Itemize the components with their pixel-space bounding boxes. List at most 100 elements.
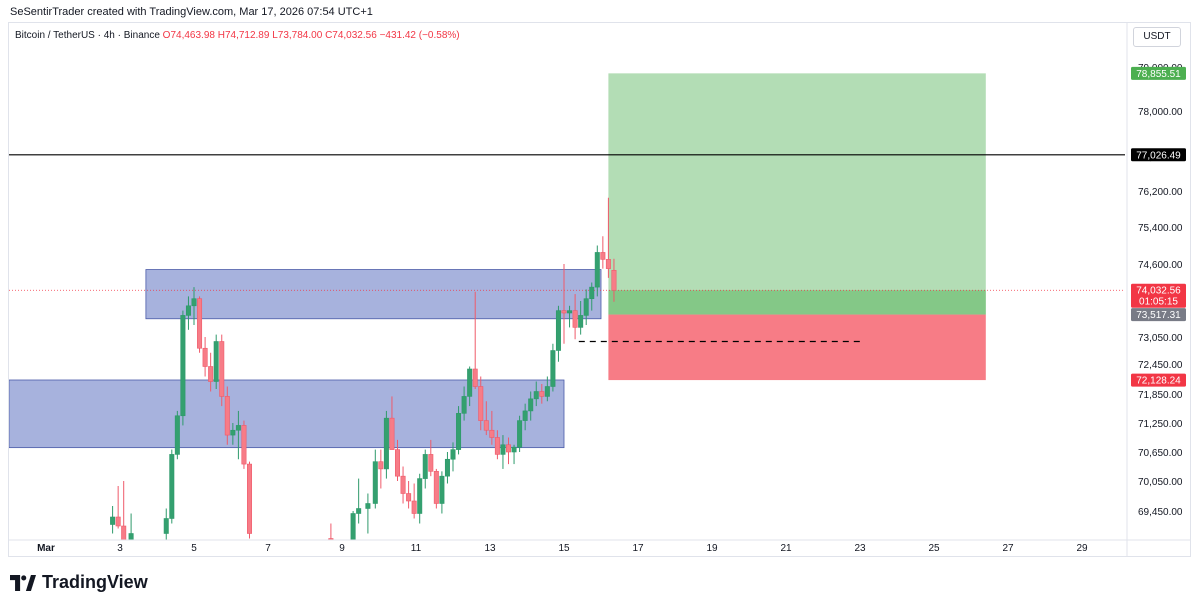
candle-body bbox=[433, 471, 439, 504]
candle-body bbox=[365, 503, 371, 509]
candle-body bbox=[411, 500, 417, 514]
price-tag: 78,855.51 bbox=[1131, 66, 1186, 80]
price-tag: 77,026.49 bbox=[1131, 148, 1186, 162]
candle-body bbox=[378, 461, 384, 470]
position-loss-zone[interactable] bbox=[608, 314, 986, 381]
time-tick-label: 25 bbox=[928, 543, 940, 554]
candle-body bbox=[450, 449, 456, 460]
ohlc-change: −431.42 (−0.58%) bbox=[379, 30, 460, 41]
candle-body bbox=[611, 269, 617, 291]
candle-body bbox=[230, 429, 236, 436]
candle-body bbox=[505, 444, 511, 453]
time-tick-label: 17 bbox=[632, 543, 644, 554]
candle-body bbox=[202, 347, 208, 367]
candle-body bbox=[174, 415, 180, 455]
candle-body bbox=[550, 350, 556, 387]
candle-body bbox=[500, 444, 506, 455]
ohlc-low: L73,784.00 bbox=[272, 30, 323, 41]
candle-body bbox=[169, 454, 175, 519]
time-tick-label: 15 bbox=[558, 543, 570, 554]
time-tick-label: 11 bbox=[411, 543, 422, 554]
price-tick-label: 72,450.00 bbox=[1138, 360, 1183, 371]
time-tick-label: 19 bbox=[706, 543, 718, 554]
candle-body bbox=[180, 315, 186, 417]
candle-body bbox=[578, 315, 584, 328]
demand-zone-1[interactable] bbox=[145, 269, 602, 320]
candle-body bbox=[567, 310, 573, 314]
candle-body bbox=[456, 413, 462, 450]
time-tick-label: 23 bbox=[854, 543, 866, 554]
ohlc-high: H74,712.89 bbox=[217, 30, 270, 41]
candle-body bbox=[511, 446, 517, 453]
candle-body bbox=[219, 341, 225, 397]
price-tick-label: 75,400.00 bbox=[1138, 223, 1183, 234]
candle-body bbox=[572, 310, 578, 328]
price-tick-label: 70,650.00 bbox=[1138, 448, 1183, 459]
candle-body bbox=[461, 396, 467, 414]
candle-body bbox=[235, 425, 241, 431]
symbol-name[interactable]: Bitcoin / TetherUS · 4h · Binance bbox=[15, 30, 160, 41]
candle-body bbox=[528, 398, 534, 412]
ohlc-open: O74,463.98 bbox=[162, 30, 215, 41]
candle-body bbox=[544, 386, 550, 397]
price-tag: 73,517.31 bbox=[1131, 308, 1186, 322]
candle-body bbox=[522, 410, 528, 421]
candle-body bbox=[478, 386, 484, 421]
price-tick-label: 71,250.00 bbox=[1138, 419, 1183, 430]
price-tick-label: 76,200.00 bbox=[1138, 187, 1183, 198]
countdown-label: 01:05:15 bbox=[1139, 297, 1178, 308]
time-tick-label: 7 bbox=[265, 543, 271, 554]
candle-body bbox=[394, 449, 400, 477]
candle-body bbox=[115, 516, 121, 527]
candle-body bbox=[444, 458, 450, 477]
candle-body bbox=[197, 298, 203, 349]
candle-body bbox=[372, 461, 378, 504]
time-tick-label: 5 bbox=[191, 543, 197, 554]
candle-body bbox=[224, 396, 230, 436]
time-tick-label: 21 bbox=[780, 543, 792, 554]
candle-body bbox=[533, 391, 539, 400]
time-tick-label: Mar bbox=[37, 543, 55, 554]
time-tick-label: 27 bbox=[1002, 543, 1014, 554]
chart-frame bbox=[8, 22, 1191, 557]
candle-body bbox=[472, 368, 478, 387]
candle-body bbox=[406, 493, 412, 502]
candle-body bbox=[400, 475, 406, 494]
candle-body bbox=[163, 518, 169, 534]
currency-selector[interactable]: USDT bbox=[1133, 27, 1181, 47]
candle-body bbox=[328, 538, 334, 540]
price-tag-background bbox=[1131, 148, 1186, 162]
candle-body bbox=[517, 420, 523, 448]
ohlc-close: C74,032.56 bbox=[325, 30, 377, 41]
candle-body bbox=[208, 366, 214, 382]
price-tick-label: 70,050.00 bbox=[1138, 477, 1183, 488]
candle-body bbox=[350, 513, 356, 540]
candle-body bbox=[489, 429, 495, 438]
candle-body bbox=[213, 341, 219, 382]
candle-body bbox=[483, 420, 489, 431]
tradingview-logo-icon bbox=[10, 574, 36, 591]
candle-body bbox=[247, 463, 253, 534]
price-tick-label: 69,450.00 bbox=[1138, 507, 1183, 518]
position-profit-zone[interactable] bbox=[608, 73, 986, 315]
candle-body bbox=[539, 391, 545, 397]
price-tag-label: 77,026.49 bbox=[1136, 150, 1181, 161]
candle-body bbox=[494, 437, 500, 455]
candle-body bbox=[121, 525, 127, 540]
price-tag-background bbox=[1131, 373, 1186, 387]
time-tick-label: 29 bbox=[1076, 543, 1088, 554]
candle-body bbox=[439, 475, 445, 504]
tradingview-logo[interactable]: TradingView bbox=[10, 572, 148, 593]
candle-body bbox=[561, 310, 567, 314]
price-tag-label: 72,128.24 bbox=[1136, 376, 1181, 387]
candle-body bbox=[589, 286, 595, 299]
candle-body bbox=[356, 508, 362, 514]
symbol-info-line: Bitcoin / TetherUS · 4h · Binance O74,46… bbox=[15, 30, 460, 41]
price-tag: 72,128.24 bbox=[1131, 373, 1186, 387]
time-tick-label: 13 bbox=[484, 543, 496, 554]
candle-body bbox=[389, 417, 395, 450]
price-tag-label: 78,855.51 bbox=[1136, 69, 1181, 80]
position-open-profit bbox=[608, 290, 986, 315]
